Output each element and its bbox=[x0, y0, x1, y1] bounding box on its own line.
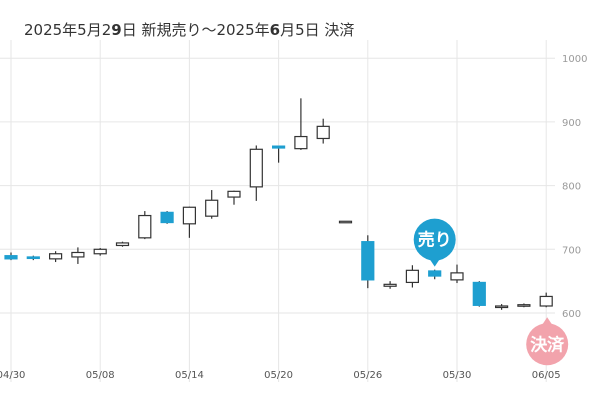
x-tick-label: 05/26 bbox=[353, 370, 382, 381]
candle-body bbox=[405, 269, 419, 284]
candle-body bbox=[48, 253, 63, 260]
candle bbox=[428, 269, 442, 280]
candle-body bbox=[294, 135, 308, 150]
candle bbox=[450, 264, 464, 284]
y-tick-label: 800 bbox=[562, 182, 581, 193]
y-tick-label: 1000 bbox=[562, 54, 587, 65]
title-prefix: 2025年5月2 bbox=[24, 21, 112, 39]
x-tick-label: 05/30 bbox=[443, 370, 472, 381]
x-tick-label: 05/20 bbox=[264, 370, 293, 381]
candle bbox=[361, 235, 375, 289]
title-end-month: 6 bbox=[269, 21, 281, 39]
title-suffix: 月5日 決済 bbox=[280, 21, 355, 39]
y-tick-label: 700 bbox=[562, 245, 581, 256]
candle-body bbox=[472, 281, 486, 306]
sell-marker: 売り bbox=[413, 218, 456, 267]
candle bbox=[4, 252, 18, 261]
candle-body bbox=[115, 242, 130, 247]
title-start-day-digit: 9 bbox=[111, 21, 122, 39]
x-tick-label: 06/05 bbox=[532, 370, 561, 381]
settle-badge bbox=[526, 323, 569, 366]
candle bbox=[517, 303, 531, 308]
candle-body bbox=[4, 255, 18, 260]
y-axis-ticks: 1000 900 800 700 600 bbox=[562, 54, 587, 320]
candle bbox=[272, 145, 286, 163]
candle bbox=[71, 247, 85, 264]
candle-body bbox=[227, 190, 241, 198]
candle bbox=[115, 241, 130, 247]
candle-body bbox=[272, 145, 286, 149]
candle-body bbox=[71, 251, 85, 258]
candle-body bbox=[517, 304, 531, 307]
candle bbox=[383, 281, 397, 289]
candle-body bbox=[160, 211, 174, 224]
candle bbox=[227, 190, 241, 205]
candle-body bbox=[383, 283, 397, 287]
y-tick-label: 600 bbox=[562, 309, 581, 320]
x-tick-label: 05/14 bbox=[175, 370, 204, 381]
candle-body bbox=[93, 248, 107, 255]
candle-body bbox=[249, 148, 263, 188]
candle bbox=[249, 145, 263, 201]
chart-title: 2025年5月29日 新規売り～2025年6月5日 決済 bbox=[24, 19, 354, 40]
candle bbox=[495, 304, 509, 310]
title-mid: 日 新規売り～2025年 bbox=[121, 21, 270, 39]
candle bbox=[539, 292, 553, 308]
candle bbox=[26, 255, 40, 261]
candle bbox=[93, 248, 107, 256]
candle bbox=[294, 98, 308, 150]
candle bbox=[48, 251, 63, 263]
x-tick-label: 04/30 bbox=[0, 370, 25, 381]
candle bbox=[316, 118, 330, 144]
candle-body bbox=[495, 305, 509, 309]
candle-body bbox=[138, 214, 152, 239]
candle-body bbox=[539, 295, 553, 307]
candle bbox=[182, 206, 196, 238]
sell-label: 売り bbox=[418, 230, 452, 251]
candles bbox=[4, 98, 553, 310]
candle-body bbox=[361, 241, 375, 281]
candle bbox=[138, 211, 152, 240]
candle-body bbox=[26, 256, 40, 260]
candle-body bbox=[182, 206, 196, 225]
x-axis-ticks: 04/30 05/08 05/14 05/20 05/26 05/30 06/05 bbox=[0, 370, 561, 381]
y-tick-label: 900 bbox=[562, 118, 581, 129]
candle bbox=[338, 220, 353, 224]
candle bbox=[160, 211, 174, 224]
candle-body bbox=[205, 199, 219, 217]
x-tick-label: 05/08 bbox=[86, 370, 115, 381]
grid-lines bbox=[0, 40, 555, 382]
candle-body bbox=[450, 272, 464, 281]
candle bbox=[205, 190, 219, 219]
sell-badge bbox=[413, 218, 456, 261]
candle bbox=[405, 265, 419, 288]
candle-body bbox=[428, 270, 442, 277]
candle-body bbox=[316, 125, 330, 140]
candle-body bbox=[338, 220, 353, 224]
settle-label: 決済 bbox=[530, 334, 565, 355]
candle bbox=[472, 281, 486, 307]
sell-badge-pointer bbox=[428, 257, 441, 267]
settle-marker: 決済 bbox=[526, 317, 569, 366]
